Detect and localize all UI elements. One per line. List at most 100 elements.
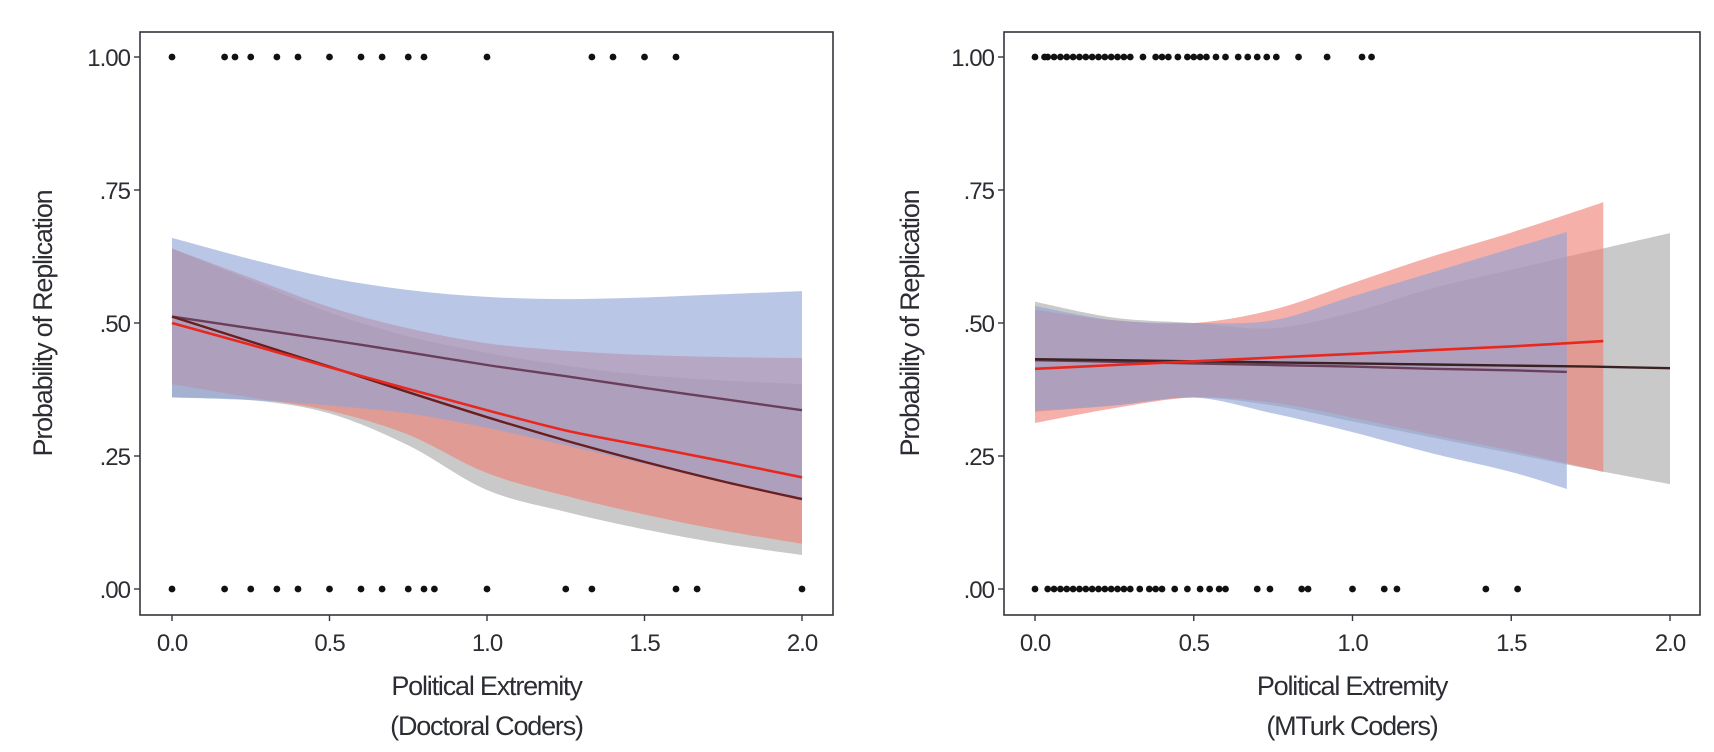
y-tick-label: .00	[100, 577, 131, 604]
data-point	[1120, 585, 1128, 593]
data-point	[1126, 53, 1134, 61]
data-point	[693, 585, 701, 593]
y-tick-label: 1.00	[951, 45, 994, 72]
ci-band-blue	[172, 237, 802, 499]
data-point	[1107, 53, 1115, 61]
data-point	[404, 53, 412, 61]
data-point	[221, 585, 229, 593]
fit-line-red	[171, 321, 803, 479]
data-point	[1196, 53, 1204, 61]
y-tick-label: .50	[100, 311, 131, 338]
data-point	[1266, 585, 1274, 593]
data-point	[1145, 585, 1153, 593]
data-point	[1101, 53, 1109, 61]
y-axis-title: Probability of Replication	[895, 190, 925, 456]
data-point	[430, 585, 438, 593]
data-point	[1174, 53, 1182, 61]
data-point	[1063, 585, 1071, 593]
data-point	[1120, 53, 1128, 61]
data-point	[1215, 585, 1223, 593]
data-point	[1184, 53, 1191, 61]
x-axis-subtitle: (MTurk Coders)	[1266, 711, 1437, 741]
y-tick-label: 1.00	[87, 45, 130, 72]
data-point	[1044, 585, 1052, 593]
data-point	[1298, 585, 1306, 593]
data-point	[1184, 585, 1191, 593]
data-point	[1114, 585, 1121, 593]
data-point	[1088, 53, 1096, 61]
data-point	[1069, 53, 1077, 61]
data-point	[1272, 53, 1280, 61]
data-point	[273, 585, 281, 593]
data-point	[378, 585, 386, 593]
x-tick-label: 1.0	[472, 630, 503, 657]
data-point	[1295, 53, 1302, 61]
data-point	[247, 585, 255, 593]
data-point	[1323, 53, 1331, 61]
y-tick-label: .25	[100, 444, 131, 471]
panel-doctoral-coders: 0.0 0.5 1.0 1.5 2.0 .00 .25 .50 .75 1.00 Political…	[28, 31, 834, 741]
data-point	[1158, 53, 1166, 61]
panel-mturk-coders: 0.0 0.5 1.0 1.5 2.0 .00 .25 .50 .75 1.00 Political…	[895, 31, 1701, 741]
data-point	[326, 53, 333, 61]
x-tick-label: 2.0	[787, 630, 818, 657]
data-point	[1380, 585, 1388, 593]
data-point	[1393, 585, 1401, 593]
data-point	[1158, 585, 1166, 593]
data-point	[1222, 53, 1229, 61]
data-point	[1196, 585, 1204, 593]
data-point	[641, 53, 648, 61]
data-point	[1076, 53, 1083, 61]
data-point	[1482, 585, 1490, 593]
y-tick-label: .75	[964, 178, 995, 205]
fit-line-red	[1034, 339, 1604, 371]
data-point	[1076, 585, 1083, 593]
ci-band-blue	[1035, 232, 1567, 489]
data-point	[1082, 53, 1090, 61]
x-tick-label: 0.5	[1179, 630, 1210, 657]
x-tick-label: 1.5	[1496, 630, 1527, 657]
data-point	[273, 53, 281, 61]
x-tick-label: 0.0	[157, 630, 188, 657]
data-point	[1044, 53, 1052, 61]
data-point	[1114, 53, 1121, 61]
data-point	[1368, 53, 1375, 61]
data-point	[483, 585, 491, 593]
data-point	[221, 53, 229, 61]
data-point	[1057, 585, 1064, 593]
data-point	[1222, 585, 1229, 593]
y-tick-label: .25	[964, 444, 995, 471]
x-tick-label: 0.0	[1020, 630, 1051, 657]
data-point	[420, 585, 428, 593]
data-point	[1136, 585, 1144, 593]
x-tick-label: 1.0	[1337, 630, 1368, 657]
data-point	[378, 53, 386, 61]
data-point	[420, 53, 428, 61]
data-point	[798, 585, 806, 593]
data-point	[1057, 53, 1064, 61]
data-point	[1203, 53, 1210, 61]
data-point	[1088, 585, 1096, 593]
data-point	[1139, 53, 1147, 61]
data-point	[1349, 585, 1356, 593]
data-point	[357, 53, 365, 61]
data-point	[1244, 53, 1252, 61]
data-point	[1212, 53, 1220, 61]
data-point	[1050, 53, 1058, 61]
x-axis-subtitle: (Doctoral Coders)	[390, 711, 583, 741]
data-point	[1031, 585, 1039, 593]
data-point	[1234, 53, 1242, 61]
data-point	[1063, 53, 1071, 61]
data-point	[1031, 53, 1039, 61]
fit-line-blue	[171, 315, 803, 412]
data-point	[1206, 585, 1214, 593]
data-point	[588, 53, 596, 61]
data-point	[1107, 585, 1115, 593]
x-axis-title: Political Extremity	[1257, 671, 1449, 701]
data-point	[294, 53, 302, 61]
y-tick-label: .50	[964, 311, 995, 338]
data-point	[1253, 53, 1261, 61]
data-point	[357, 585, 365, 593]
y-tick-label: .75	[100, 178, 131, 205]
data-point	[609, 53, 617, 61]
